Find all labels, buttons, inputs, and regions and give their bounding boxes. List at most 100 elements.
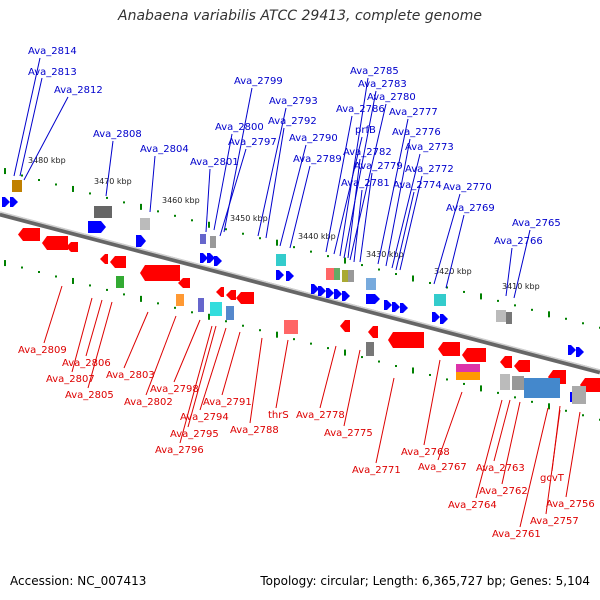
gene-label-reverse[interactable]: Ava_2764 (448, 500, 497, 511)
gene-label-forward[interactable]: Ava_2801 (190, 157, 239, 168)
gene-label-forward[interactable]: Ava_2766 (494, 236, 543, 247)
leader-line (149, 155, 156, 213)
gene-feature-block (342, 270, 348, 282)
gene-label-reverse[interactable]: thrS (268, 410, 289, 421)
gene-label-reverse[interactable]: Ava_2778 (296, 410, 345, 421)
leader-line (359, 172, 373, 263)
tick-mark (72, 185, 74, 192)
gene-label-reverse[interactable]: Ava_2775 (324, 428, 373, 439)
leader-line (445, 214, 465, 289)
gene-label-reverse[interactable]: Ava_2794 (180, 412, 229, 423)
lower-tick-track (4, 260, 600, 421)
leader-line (221, 331, 241, 396)
tick-mark (225, 228, 227, 231)
tick-mark (4, 168, 6, 175)
gene-label-forward[interactable]: Ava_2814 (28, 46, 77, 57)
leader-line (437, 391, 463, 461)
gene-label-reverse[interactable]: Ava_2803 (106, 370, 155, 381)
gene-arrow-forward (207, 253, 215, 263)
leader-line (375, 377, 395, 464)
gene-arrow-reverse (42, 236, 68, 250)
tick-mark (21, 174, 23, 177)
gene-label-forward[interactable]: Ava_2781 (341, 178, 390, 189)
gene-feature-block (496, 310, 506, 322)
gene-label-forward[interactable]: Ava_2782 (343, 147, 392, 158)
gene-label-forward[interactable]: Ava_2800 (215, 122, 264, 133)
tick-mark (310, 342, 312, 345)
tick-mark (344, 257, 346, 264)
tick-mark (293, 246, 295, 249)
gene-feature-block (284, 320, 298, 334)
gene-label-forward[interactable]: prfB (355, 125, 376, 136)
gene-label-forward[interactable]: Ava_2797 (228, 137, 277, 148)
gene-label-forward[interactable]: Ava_2780 (367, 92, 416, 103)
gene-label-forward[interactable]: Ava_2769 (446, 203, 495, 214)
gene-label-reverse[interactable]: Ava_2802 (124, 397, 173, 408)
gene-label-forward[interactable]: Ava_2799 (234, 76, 283, 87)
gene-label-reverse[interactable]: Ava_2806 (62, 358, 111, 369)
gene-label-forward[interactable]: Ava_2790 (289, 133, 338, 144)
leader-line (219, 148, 247, 237)
tick-mark (412, 275, 414, 282)
tick-mark (548, 403, 550, 410)
gene-label-reverse[interactable]: Ava_2798 (150, 384, 199, 395)
gene-label-forward[interactable]: Ava_2770 (443, 182, 492, 193)
leader-line (279, 144, 307, 247)
gene-label-forward[interactable]: Ava_2789 (293, 154, 342, 165)
gene-label-reverse[interactable]: Ava_2805 (65, 390, 114, 401)
gene-label-forward[interactable]: Ava_2786 (336, 104, 385, 115)
gene-label-reverse[interactable]: Ava_2757 (530, 516, 579, 527)
gene-label-reverse[interactable]: Ava_2756 (546, 499, 595, 510)
gene-label-forward[interactable]: Ava_2793 (269, 96, 318, 107)
gene-label-forward[interactable]: Ava_2774 (393, 180, 442, 191)
kbp-label: 3470 kbp (94, 177, 132, 186)
gene-feature-block (434, 294, 446, 306)
tick-mark (429, 373, 431, 376)
gene-label-reverse[interactable]: Ava_2767 (418, 462, 467, 473)
gene-label-forward[interactable]: Ava_2772 (405, 164, 454, 175)
gene-label-forward[interactable]: Ava_2777 (389, 107, 438, 118)
gene-arrow-forward (334, 289, 342, 299)
gene-label-forward[interactable]: Ava_2792 (268, 116, 317, 127)
kbp-label: 3440 kbp (298, 232, 336, 241)
gene-label-reverse[interactable]: Ava_2795 (170, 429, 219, 440)
gene-arrow-forward (568, 345, 576, 355)
gene-feature-block (140, 218, 150, 230)
gene-label-reverse[interactable]: Ava_2807 (46, 374, 95, 385)
tick-mark (514, 304, 516, 307)
gene-label-forward[interactable]: Ava_2776 (392, 127, 441, 138)
gene-label-reverse[interactable]: Ava_2796 (155, 445, 204, 456)
gene-glyphs (2, 180, 600, 404)
gene-label-forward[interactable]: Ava_2779 (354, 161, 403, 172)
tick-mark (259, 237, 261, 240)
gene-label-forward[interactable]: Ava_2813 (28, 67, 77, 78)
tick-mark (276, 331, 278, 338)
gene-label-forward[interactable]: Ava_2808 (93, 129, 142, 140)
gene-label-reverse[interactable]: Ava_2761 (492, 529, 541, 540)
gene-label-reverse[interactable]: Ava_2791 (203, 397, 252, 408)
gene-label-reverse[interactable]: Ava_2788 (230, 425, 279, 436)
leader-line (395, 191, 415, 271)
gene-label-forward[interactable]: Ava_2773 (405, 142, 454, 153)
gene-label-reverse[interactable]: Ava_2809 (18, 345, 67, 356)
gene-label-reverse[interactable]: Ava_2763 (476, 463, 525, 474)
tick-mark (157, 302, 159, 305)
gene-label-reverse[interactable]: Ava_2762 (479, 486, 528, 497)
gene-label-forward[interactable]: Ava_2785 (350, 66, 399, 77)
gene-label-reverse[interactable]: Ava_2768 (401, 447, 450, 458)
gene-label-reverse[interactable]: gcvT (540, 473, 565, 484)
gene-feature-block (226, 306, 234, 320)
gene-label-forward[interactable]: Ava_2783 (358, 79, 407, 90)
gene-label-forward[interactable]: Ava_2812 (54, 85, 103, 96)
gene-label-reverse[interactable]: Ava_2771 (352, 465, 401, 476)
gene-feature-block (524, 378, 560, 398)
tick-mark (344, 349, 346, 356)
gene-arrow-forward (318, 286, 326, 296)
gene-label-forward[interactable]: Ava_2765 (512, 218, 561, 229)
gene-feature-block (348, 270, 354, 282)
tick-mark (259, 329, 261, 332)
gene-label-forward[interactable]: Ava_2804 (140, 144, 189, 155)
gene-arrow-reverse (514, 360, 530, 372)
leader-line (265, 127, 285, 239)
gene-arrow-reverse (110, 256, 126, 268)
